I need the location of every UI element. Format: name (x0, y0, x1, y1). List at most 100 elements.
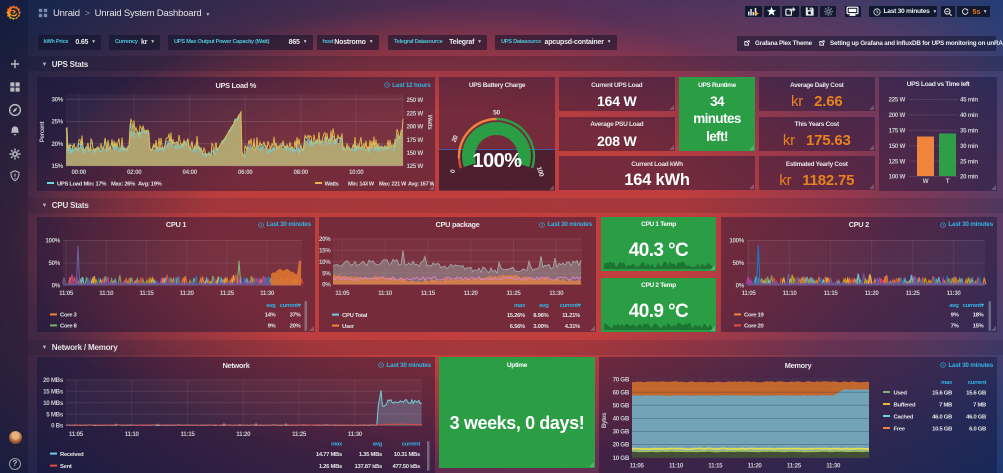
svg-text:11:10: 11:10 (782, 289, 797, 296)
svg-text:15%: 15% (52, 163, 64, 170)
svg-text:137.87 kBs: 137.87 kBs (355, 464, 383, 470)
svg-text:11:25: 11:25 (292, 431, 307, 438)
svg-text:11:20: 11:20 (236, 431, 251, 438)
svg-text:200 W: 200 W (889, 112, 906, 119)
svg-text:14.77 MBs: 14.77 MBs (316, 452, 343, 458)
svg-text:175 W: 175 W (889, 128, 906, 135)
svg-text:Percent: Percent (39, 121, 46, 142)
svg-text:UPS Load: UPS Load (57, 182, 83, 188)
svg-text:50: 50 (493, 110, 500, 117)
svg-text:0%: 0% (52, 282, 61, 289)
svg-text:6.0 GB: 6.0 GB (969, 426, 986, 432)
svg-text:Max: 26%: Max: 26% (111, 182, 135, 188)
svg-text:40 GB: 40 GB (613, 416, 630, 423)
svg-text:11:15: 11:15 (421, 289, 436, 296)
svg-text:10:00: 10:00 (349, 169, 364, 176)
svg-text:0%: 0% (735, 282, 744, 289)
svg-text:CPU Total: CPU Total (342, 312, 368, 318)
svg-text:11:30: 11:30 (826, 463, 841, 470)
svg-text:current: current (968, 380, 987, 386)
svg-text:30%: 30% (52, 97, 64, 104)
svg-text:Avg: 167 W: Avg: 167 W (408, 182, 434, 188)
svg-text:0: 0 (449, 168, 457, 174)
svg-text:30 GB: 30 GB (613, 429, 630, 436)
svg-text:18%: 18% (972, 312, 984, 318)
svg-text:11:20: 11:20 (864, 289, 879, 296)
svg-text:25 min: 25 min (960, 158, 978, 165)
svg-text:11:05: 11:05 (630, 463, 645, 470)
svg-text:avg: avg (949, 302, 959, 308)
svg-text:50%: 50% (49, 260, 61, 267)
svg-text:11:25: 11:25 (787, 463, 802, 470)
svg-text:20: 20 (451, 134, 460, 144)
svg-text:11:10: 11:10 (99, 289, 114, 296)
svg-text:current▾: current▾ (962, 302, 984, 308)
svg-text:11:10: 11:10 (378, 289, 393, 296)
svg-text:37%: 37% (290, 312, 302, 318)
svg-text:1.35 MBs: 1.35 MBs (359, 452, 383, 458)
svg-text:08:00: 08:00 (294, 169, 309, 176)
svg-text:0 Bs: 0 Bs (51, 423, 64, 430)
svg-text:11:20: 11:20 (748, 463, 763, 470)
svg-text:46.0 GB: 46.0 GB (932, 414, 952, 420)
svg-text:max: max (514, 303, 526, 309)
svg-text:Free: Free (894, 426, 906, 432)
svg-text:100%: 100% (45, 237, 60, 244)
svg-text:125 W: 125 W (407, 163, 424, 170)
svg-text:5%: 5% (322, 270, 331, 277)
svg-text:45 min: 45 min (960, 97, 978, 104)
svg-text:11:15: 11:15 (181, 431, 196, 438)
svg-text:7%: 7% (950, 323, 959, 329)
svg-text:175 W: 175 W (407, 137, 424, 144)
svg-text:9%: 9% (268, 323, 277, 329)
svg-text:125 W: 125 W (889, 158, 906, 165)
svg-text:Watts: Watts (426, 114, 433, 130)
svg-text:14%: 14% (265, 312, 277, 318)
svg-text:W: W (923, 178, 929, 185)
svg-text:11.21%: 11.21% (562, 312, 581, 318)
svg-text:Max: 221 W: Max: 221 W (379, 182, 407, 188)
svg-text:250 W: 250 W (407, 97, 424, 104)
svg-text:150 W: 150 W (407, 150, 424, 157)
svg-text:6.56%: 6.56% (510, 323, 526, 329)
svg-text:20 GB: 20 GB (613, 442, 630, 449)
svg-text:150 W: 150 W (889, 143, 906, 150)
svg-text:avg: avg (373, 441, 383, 447)
svg-text:11:20: 11:20 (464, 289, 479, 296)
svg-text:current▾: current▾ (560, 303, 582, 309)
svg-text:Sent: Sent (60, 464, 72, 470)
svg-text:Core 8: Core 8 (60, 323, 78, 329)
svg-text:15.6 GB: 15.6 GB (932, 390, 952, 396)
svg-text:10.31 MBs: 10.31 MBs (394, 452, 421, 458)
svg-text:Cached: Cached (894, 414, 914, 420)
svg-text:11:05: 11:05 (69, 431, 84, 438)
svg-text:11:15: 11:15 (140, 289, 155, 296)
svg-text:46.0 GB: 46.0 GB (966, 414, 986, 420)
svg-text:avg: avg (266, 302, 276, 308)
svg-text:3.00%: 3.00% (533, 323, 549, 329)
svg-text:00:00: 00:00 (72, 169, 87, 176)
svg-text:10%: 10% (319, 258, 331, 265)
svg-text:40 min: 40 min (960, 112, 978, 119)
svg-text:60 GB: 60 GB (613, 389, 630, 396)
svg-text:15 MBs: 15 MBs (43, 389, 64, 396)
svg-text:02:00: 02:00 (127, 169, 142, 176)
svg-text:20%: 20% (290, 323, 302, 329)
svg-text:50%: 50% (732, 260, 744, 267)
svg-text:Core 3: Core 3 (60, 312, 78, 318)
svg-text:15.26%: 15.26% (507, 312, 526, 318)
svg-text:10.5 GB: 10.5 GB (932, 426, 952, 432)
svg-text:225 W: 225 W (889, 97, 906, 104)
svg-text:avg: avg (539, 303, 549, 309)
svg-text:Used: Used (894, 390, 908, 396)
svg-text:1.26 MBs: 1.26 MBs (319, 464, 343, 470)
svg-text:477.50 kBs: 477.50 kBs (393, 464, 421, 470)
svg-text:100: 100 (535, 166, 545, 178)
svg-text:11:15: 11:15 (708, 463, 723, 470)
svg-text:max: max (331, 441, 343, 447)
svg-text:35 min: 35 min (960, 128, 978, 135)
svg-text:06:00: 06:00 (238, 169, 253, 176)
svg-text:11:15: 11:15 (823, 289, 838, 296)
svg-text:225 W: 225 W (407, 110, 424, 117)
svg-text:20%: 20% (319, 236, 331, 243)
